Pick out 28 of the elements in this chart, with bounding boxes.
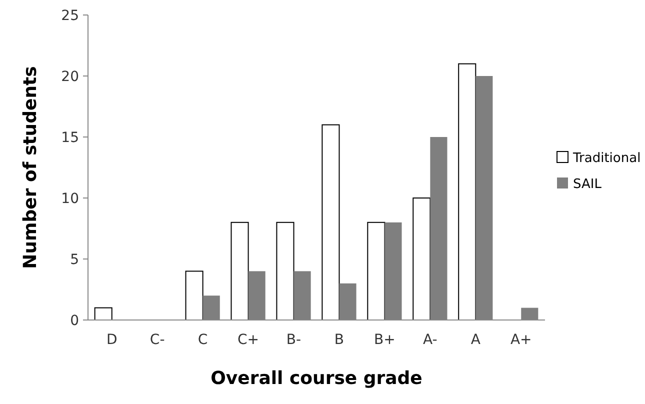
bar (367, 222, 386, 320)
y-tick-label: 25 (61, 8, 79, 24)
bar (230, 222, 249, 320)
y-tick-label: 5 (70, 252, 79, 268)
bar (412, 198, 431, 320)
y-tick-label: 0 (70, 312, 79, 329)
y-axis-title: Number of students (20, 66, 41, 269)
x-tick-label: C+ (238, 332, 260, 348)
legend-label: Traditional (572, 151, 641, 166)
x-tick-label: C (198, 332, 208, 348)
x-tick-label: B (334, 332, 344, 348)
x-tick-label: A+ (510, 332, 532, 348)
x-axis-title: Overall course grade (210, 368, 422, 389)
bar (276, 222, 294, 320)
y-tick-label: 10 (61, 190, 79, 207)
x-tick-label: D (106, 332, 118, 348)
x-tick-label: B- (286, 332, 302, 348)
bar (322, 124, 340, 320)
x-tick-label: C- (150, 332, 165, 348)
bar (94, 307, 112, 320)
x-tick-label: B+ (374, 332, 396, 348)
x-tick-label: A- (423, 332, 438, 348)
y-tick-label: 20 (61, 68, 79, 85)
bar (458, 63, 476, 320)
legend-label: SAIL (573, 177, 602, 192)
bar (185, 270, 204, 320)
x-tick-label: A (470, 332, 481, 348)
y-tick-label: 15 (61, 130, 79, 146)
